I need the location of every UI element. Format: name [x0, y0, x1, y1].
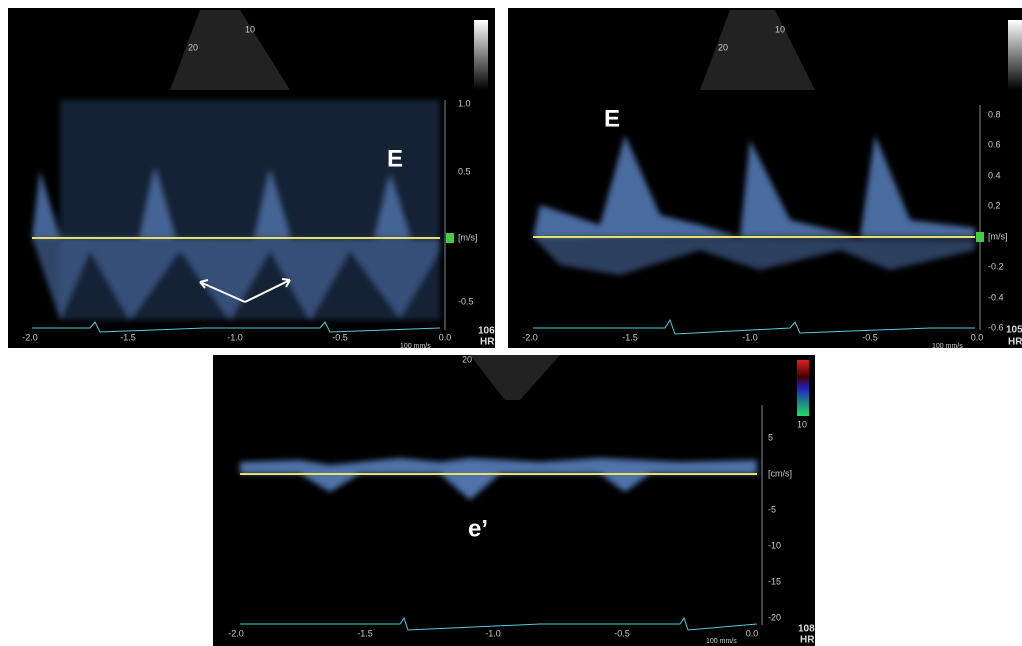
sweep-speed: 100 mm/s: [706, 638, 737, 645]
depth-label: 20: [188, 42, 198, 52]
wave-label: E: [604, 105, 620, 132]
ecg-trace: [32, 321, 441, 333]
scale-label: 0.6: [988, 139, 1001, 149]
heart-rate-label: HR: [480, 337, 495, 348]
time-label: 0.0: [439, 332, 452, 342]
scale-label: 0.4: [988, 170, 1001, 180]
color-bar: [797, 360, 809, 416]
time-label: -2.0: [22, 332, 38, 342]
heart-rate-label: HR: [1008, 337, 1022, 348]
scale-label: -5: [768, 504, 776, 514]
baseline-marker: [446, 233, 454, 243]
time-label: -1.5: [120, 332, 136, 342]
sector-image: [470, 355, 560, 400]
gray-bar: [474, 20, 488, 90]
scale-label: -0.5: [458, 296, 474, 306]
heart-rate: 106: [478, 326, 495, 337]
scale-label: 0.8: [988, 109, 1001, 119]
scale-label: [cm/s]: [768, 468, 792, 478]
scale-label: [m/s]: [458, 232, 478, 242]
time-label: -1.5: [357, 628, 373, 638]
depth-label: 10: [245, 24, 255, 34]
time-label: -1.0: [227, 332, 243, 342]
baseline-marker: [976, 232, 984, 242]
ecg-trace: [533, 318, 975, 335]
time-label: -1.0: [742, 332, 758, 342]
time-label: 0.0: [746, 628, 759, 638]
scale-label: -0.6: [988, 322, 1004, 332]
wave-label: E: [387, 145, 403, 172]
scale-label: -0.2: [988, 261, 1004, 271]
doppler-spectrum: [32, 100, 440, 320]
tissue-doppler: [240, 458, 757, 500]
sector-image: [170, 10, 290, 90]
time-label: -0.5: [614, 628, 630, 638]
time-label: -1.5: [622, 332, 638, 342]
ecg-trace: [240, 616, 758, 631]
time-label: 0.0: [971, 332, 984, 342]
heart-rate: 108: [798, 624, 815, 635]
doppler-spectrum: [533, 135, 975, 275]
scale-label: 0.2: [988, 200, 1001, 210]
wave-label: e’: [468, 515, 488, 542]
time-label: -2.0: [522, 332, 538, 342]
sector-image: [700, 10, 815, 90]
gray-bar: [1008, 20, 1022, 90]
time-label: -0.5: [862, 332, 878, 342]
scale-label: 5: [768, 432, 773, 442]
time-label: -2.0: [228, 628, 244, 638]
time-label: -1.0: [485, 628, 501, 638]
scale-label: -15: [768, 576, 781, 586]
scale-label: [m/s]: [988, 231, 1008, 241]
sweep-speed: 100 mm/s: [400, 343, 431, 350]
scale-label: 1.0: [458, 98, 471, 108]
depth-label: 10: [775, 24, 785, 34]
panel-3: [213, 355, 815, 646]
depth-label: 20: [462, 354, 472, 364]
arrows: [199, 278, 291, 303]
depth-label: 20: [718, 42, 728, 52]
time-label: -0.5: [332, 332, 348, 342]
scale-label: -0.4: [988, 292, 1004, 302]
heart-rate: 105: [1006, 325, 1022, 336]
scale-label: 0.5: [458, 166, 471, 176]
scale-label: -10: [768, 540, 781, 550]
color-bar-label: 10: [797, 419, 807, 429]
sweep-speed: 100 mm/s: [932, 343, 963, 350]
heart-rate-label: HR: [800, 635, 815, 646]
scale-label: -20: [768, 612, 781, 622]
